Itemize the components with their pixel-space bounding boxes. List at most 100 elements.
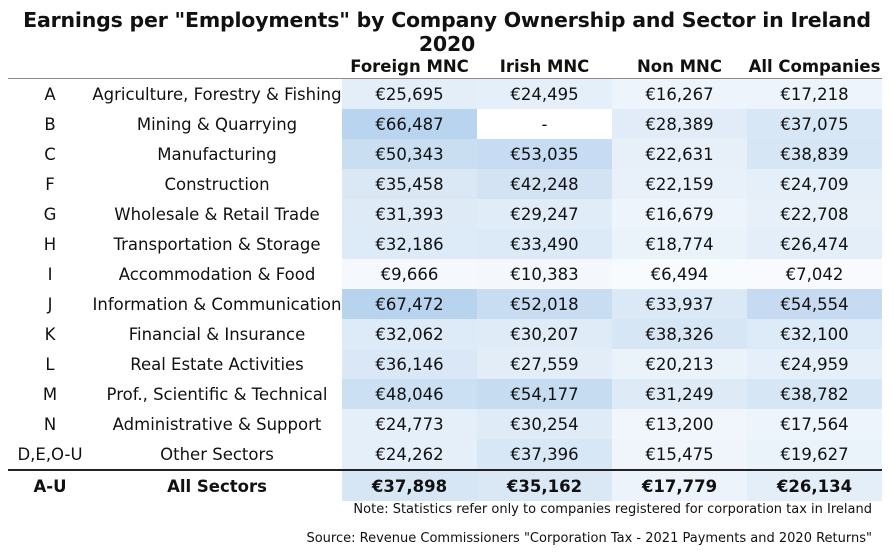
value-cell: €18,774	[612, 229, 747, 259]
sector-name: Construction	[164, 174, 270, 194]
value-cell: €15,475	[612, 439, 747, 470]
sector-name: Wholesale & Retail Trade	[114, 204, 320, 224]
sector-name: All Sectors	[167, 476, 267, 496]
column-header-all-companies: All Companies	[748, 57, 881, 76]
value-cell: €13,200	[612, 409, 747, 439]
sector-name: Mining & Quarrying	[136, 114, 298, 134]
table-row: K Financial & Insurance €32,062 €30,207 €38,…	[8, 319, 882, 349]
sector-name: Agriculture, Forestry & Fishing	[92, 84, 342, 104]
value-cell: €20,213	[612, 349, 747, 379]
value-cell: €24,709	[747, 169, 882, 199]
value-cell: €66,487	[342, 109, 477, 139]
sector-name: Prof., Scientific & Technical	[106, 384, 328, 404]
value-cell: €26,474	[747, 229, 882, 259]
sector-name: Accommodation & Food	[118, 264, 316, 284]
table-body: A Agriculture, Forestry & Fishing €25,695 €…	[8, 78, 882, 501]
value-cell: €25,695	[342, 78, 477, 109]
value-cell: €32,062	[342, 319, 477, 349]
sector-code: K	[44, 324, 56, 344]
value-cell: €24,495	[477, 78, 612, 109]
value-cell: €28,389	[612, 109, 747, 139]
table-row: L Real Estate Activities €36,146 €27,559 €20…	[8, 349, 882, 379]
sector-code: G	[43, 204, 57, 224]
value-cell: €16,679	[612, 199, 747, 229]
sector-code: I	[47, 264, 53, 284]
sector-code: H	[43, 234, 57, 254]
sector-name: Financial & Insurance	[128, 324, 306, 344]
value-cell: €30,207	[477, 319, 612, 349]
sector-name: Administrative & Support	[112, 414, 322, 434]
column-header-irish-mnc: Irish MNC	[499, 57, 590, 76]
sector-name: Real Estate Activities	[130, 354, 304, 374]
sector-header	[92, 46, 342, 79]
value-cell: €9,666	[342, 259, 477, 289]
header-row: Foreign MNC Irish MNC Non MNC All Compan…	[8, 46, 882, 79]
value-cell: €42,248	[477, 169, 612, 199]
sector-name: Information & Communication	[92, 294, 342, 314]
source-line: Source: Revenue Commissioners "Corporati…	[306, 531, 872, 546]
value-cell: €52,018	[477, 289, 612, 319]
value-cell: €24,773	[342, 409, 477, 439]
table-row: G Wholesale & Retail Trade €31,393 €29,247 €…	[8, 199, 882, 229]
sector-code: F	[45, 174, 55, 194]
total-row: A-U All Sectors €37,898 €35,162 €17,779 €26,1…	[8, 470, 882, 501]
value-cell: €24,959	[747, 349, 882, 379]
value-cell: €35,162	[477, 470, 612, 501]
value-cell: €38,326	[612, 319, 747, 349]
value-cell: €19,627	[747, 439, 882, 470]
value-cell: €17,779	[612, 470, 747, 501]
sector-code: J	[47, 294, 53, 314]
value-cell: €7,042	[747, 259, 882, 289]
chart-title: Earnings per "Employments" by Company Ow…	[23, 8, 871, 56]
table-row: J Information & Communication €67,472 €52,0…	[8, 289, 882, 319]
value-cell: €32,100	[747, 319, 882, 349]
value-cell: €37,075	[747, 109, 882, 139]
value-cell: €22,708	[747, 199, 882, 229]
value-cell: €32,186	[342, 229, 477, 259]
value-cell: €33,937	[612, 289, 747, 319]
value-cell: -	[477, 109, 612, 139]
sector-code: A-U	[33, 476, 67, 496]
table-row: I Accommodation & Food €9,666 €10,383 €6,494…	[8, 259, 882, 289]
value-cell: €54,554	[747, 289, 882, 319]
footnote: Note: Statistics refer only to companies…	[353, 502, 872, 517]
sector-name: Transportation & Storage	[113, 234, 321, 254]
value-cell: €33,490	[477, 229, 612, 259]
value-cell: €36,146	[342, 349, 477, 379]
value-cell: €10,383	[477, 259, 612, 289]
value-cell: €37,898	[342, 470, 477, 501]
value-cell: €26,134	[747, 470, 882, 501]
sector-code: A	[44, 84, 56, 104]
sector-code: B	[44, 114, 56, 134]
value-cell: €22,631	[612, 139, 747, 169]
value-cell: €22,159	[612, 169, 747, 199]
value-cell: €6,494	[612, 259, 747, 289]
value-cell: €24,262	[342, 439, 477, 470]
value-cell: €35,458	[342, 169, 477, 199]
table-row: D,E,O-U Other Sectors €24,262 €37,396 €15,47…	[8, 439, 882, 470]
sector-code: L	[45, 354, 55, 374]
table-row: B Mining & Quarrying €66,487- €28,389 €37,07…	[8, 109, 882, 139]
value-cell: €16,267	[612, 78, 747, 109]
sector-code: N	[43, 414, 57, 434]
column-header-foreign-mnc: Foreign MNC	[350, 57, 469, 76]
sector-code: M	[42, 384, 58, 404]
table-row: C Manufacturing €50,343 €53,035 €22,631 €38,8…	[8, 139, 882, 169]
table-row: A Agriculture, Forestry & Fishing €25,695 €…	[8, 78, 882, 109]
value-cell: €29,247	[477, 199, 612, 229]
value-cell: €17,218	[747, 78, 882, 109]
value-cell: €50,343	[342, 139, 477, 169]
value-cell: €27,559	[477, 349, 612, 379]
sector-code: C	[44, 144, 56, 164]
table-row: H Transportation & Storage €32,186 €33,490 €…	[8, 229, 882, 259]
value-cell: €67,472	[342, 289, 477, 319]
value-cell: €37,396	[477, 439, 612, 470]
table-row: M Prof., Scientific & Technical €48,046 €54…	[8, 379, 882, 409]
value-cell: €53,035	[477, 139, 612, 169]
value-cell: €31,393	[342, 199, 477, 229]
value-cell: €31,249	[612, 379, 747, 409]
value-cell: €48,046	[342, 379, 477, 409]
value-cell: €30,254	[477, 409, 612, 439]
code-header	[8, 46, 92, 79]
table-row: N Administrative & Support €24,773 €30,254 €…	[8, 409, 882, 439]
